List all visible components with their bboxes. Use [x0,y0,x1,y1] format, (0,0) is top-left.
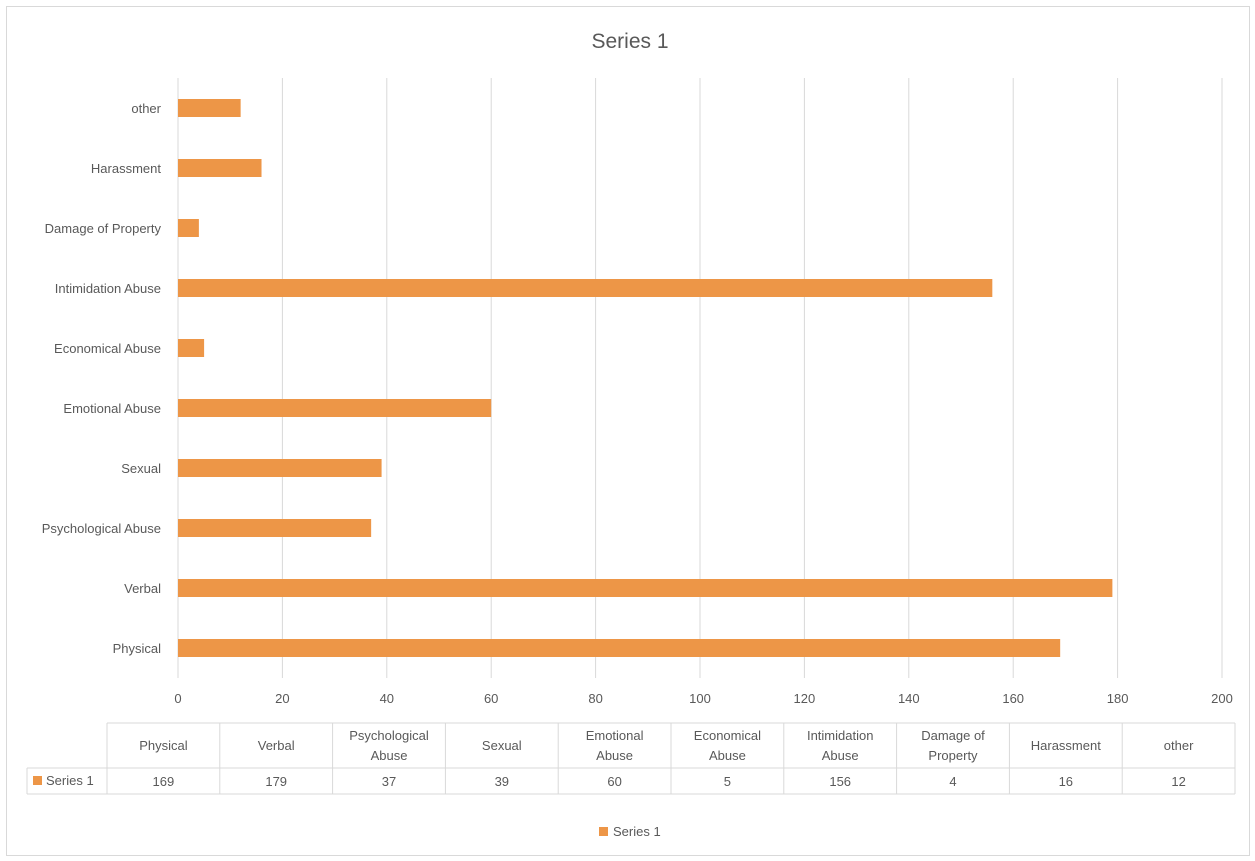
category-label: other [131,101,161,116]
table-header-cell: Abuse [822,748,859,763]
legend-swatch [599,827,608,836]
x-tick-label: 160 [1002,691,1024,706]
data-table: Series 1 Physical 169 Verbal 179 Psychologica… [26,722,1236,795]
bar [178,159,262,177]
chart-frame [6,6,1250,856]
x-tick-label: 80 [588,691,602,706]
bar [178,639,1061,657]
bar [178,219,199,237]
table-header-cell: Abuse [709,748,746,763]
bar [178,519,372,537]
table-header-cell: Psychological [349,728,429,743]
bar [178,279,993,297]
x-tick-label: 120 [794,691,816,706]
table-header-cell: Verbal [258,738,295,753]
x-axis-tick-labels: 0 20 40 60 80 100 120 140 160 180 200 [174,691,1232,706]
bar [178,459,382,477]
chart-title: Series 1 [591,30,668,53]
category-label: Damage of Property [45,221,162,236]
bar [178,579,1113,597]
table-value-cell: 12 [1171,774,1185,789]
table-value-cell: 4 [949,774,956,789]
table-value-cell: 16 [1059,774,1073,789]
category-label: Sexual [121,461,161,476]
table-value-cell: 169 [153,774,175,789]
table-header-cell: Abuse [596,748,633,763]
category-label: Intimidation Abuse [55,281,161,296]
table-series-swatch [33,776,42,785]
table-header-cell: Economical [694,728,761,743]
table-header-cell: Damage of [921,728,985,743]
x-tick-label: 40 [380,691,394,706]
bar [178,339,205,357]
table-header-cell: Intimidation [807,728,873,743]
x-tick-label: 200 [1211,691,1233,706]
table-header-cell: Sexual [482,738,522,753]
table-value-cell: 156 [829,774,851,789]
legend-label: Series 1 [613,824,661,839]
x-tick-label: 60 [484,691,498,706]
table-header-cell: Abuse [371,748,408,763]
bar [178,99,241,117]
table-header-cell: other [1164,738,1194,753]
category-label: Harassment [91,161,161,176]
bars [178,99,1113,657]
bar [178,399,492,417]
x-tick-label: 100 [689,691,711,706]
x-tick-label: 180 [1107,691,1129,706]
category-label: Verbal [124,581,161,596]
gridlines [177,78,1223,678]
table-value-cell: 5 [724,774,731,789]
table-value-cell: 39 [495,774,509,789]
table-header-cell: Emotional [586,728,644,743]
x-tick-label: 140 [898,691,920,706]
legend: Series 1 [599,824,661,839]
table-value-cell: 60 [607,774,621,789]
table-header-cell: Property [928,748,978,763]
table-series-name: Series 1 [46,773,94,788]
category-label: Economical Abuse [54,341,161,356]
x-tick-label: 0 [174,691,181,706]
category-label: Psychological Abuse [42,521,161,536]
x-tick-label: 20 [275,691,289,706]
table-value-cell: 179 [265,774,287,789]
table-value-cell: 37 [382,774,396,789]
table-header-cell: Physical [139,738,188,753]
category-label: Emotional Abuse [63,401,161,416]
table-header-cell: Harassment [1031,738,1101,753]
category-labels: Physical Verbal Psychological Abuse Sexual E… [42,101,162,656]
category-label: Physical [113,641,162,656]
